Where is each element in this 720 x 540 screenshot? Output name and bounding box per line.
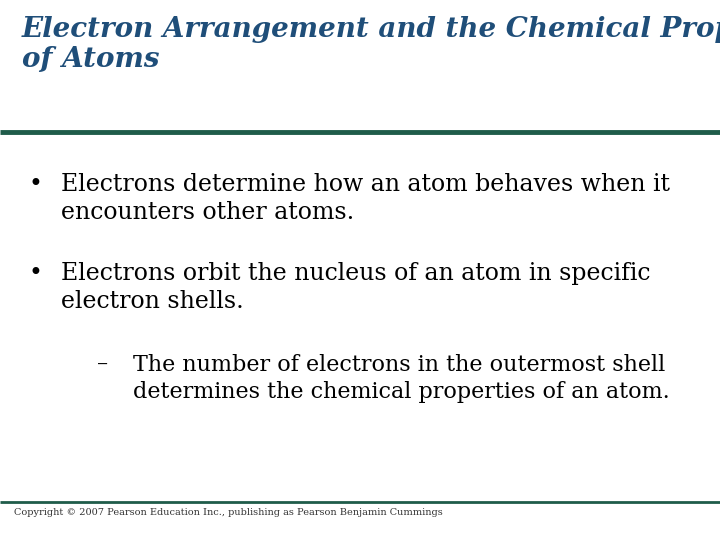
Text: The number of electrons in the outermost shell
determines the chemical propertie: The number of electrons in the outermost… xyxy=(133,354,670,403)
Text: –: – xyxy=(97,354,108,376)
Text: •: • xyxy=(29,262,42,285)
Text: Electrons determine how an atom behaves when it
encounters other atoms.: Electrons determine how an atom behaves … xyxy=(61,173,670,224)
Text: Electron Arrangement and the Chemical Properties
of Atoms: Electron Arrangement and the Chemical Pr… xyxy=(22,16,720,73)
Text: •: • xyxy=(29,173,42,196)
Text: Electrons orbit the nucleus of an atom in specific
electron shells.: Electrons orbit the nucleus of an atom i… xyxy=(61,262,651,313)
Text: Copyright © 2007 Pearson Education Inc., publishing as Pearson Benjamin Cummings: Copyright © 2007 Pearson Education Inc.,… xyxy=(14,508,443,517)
